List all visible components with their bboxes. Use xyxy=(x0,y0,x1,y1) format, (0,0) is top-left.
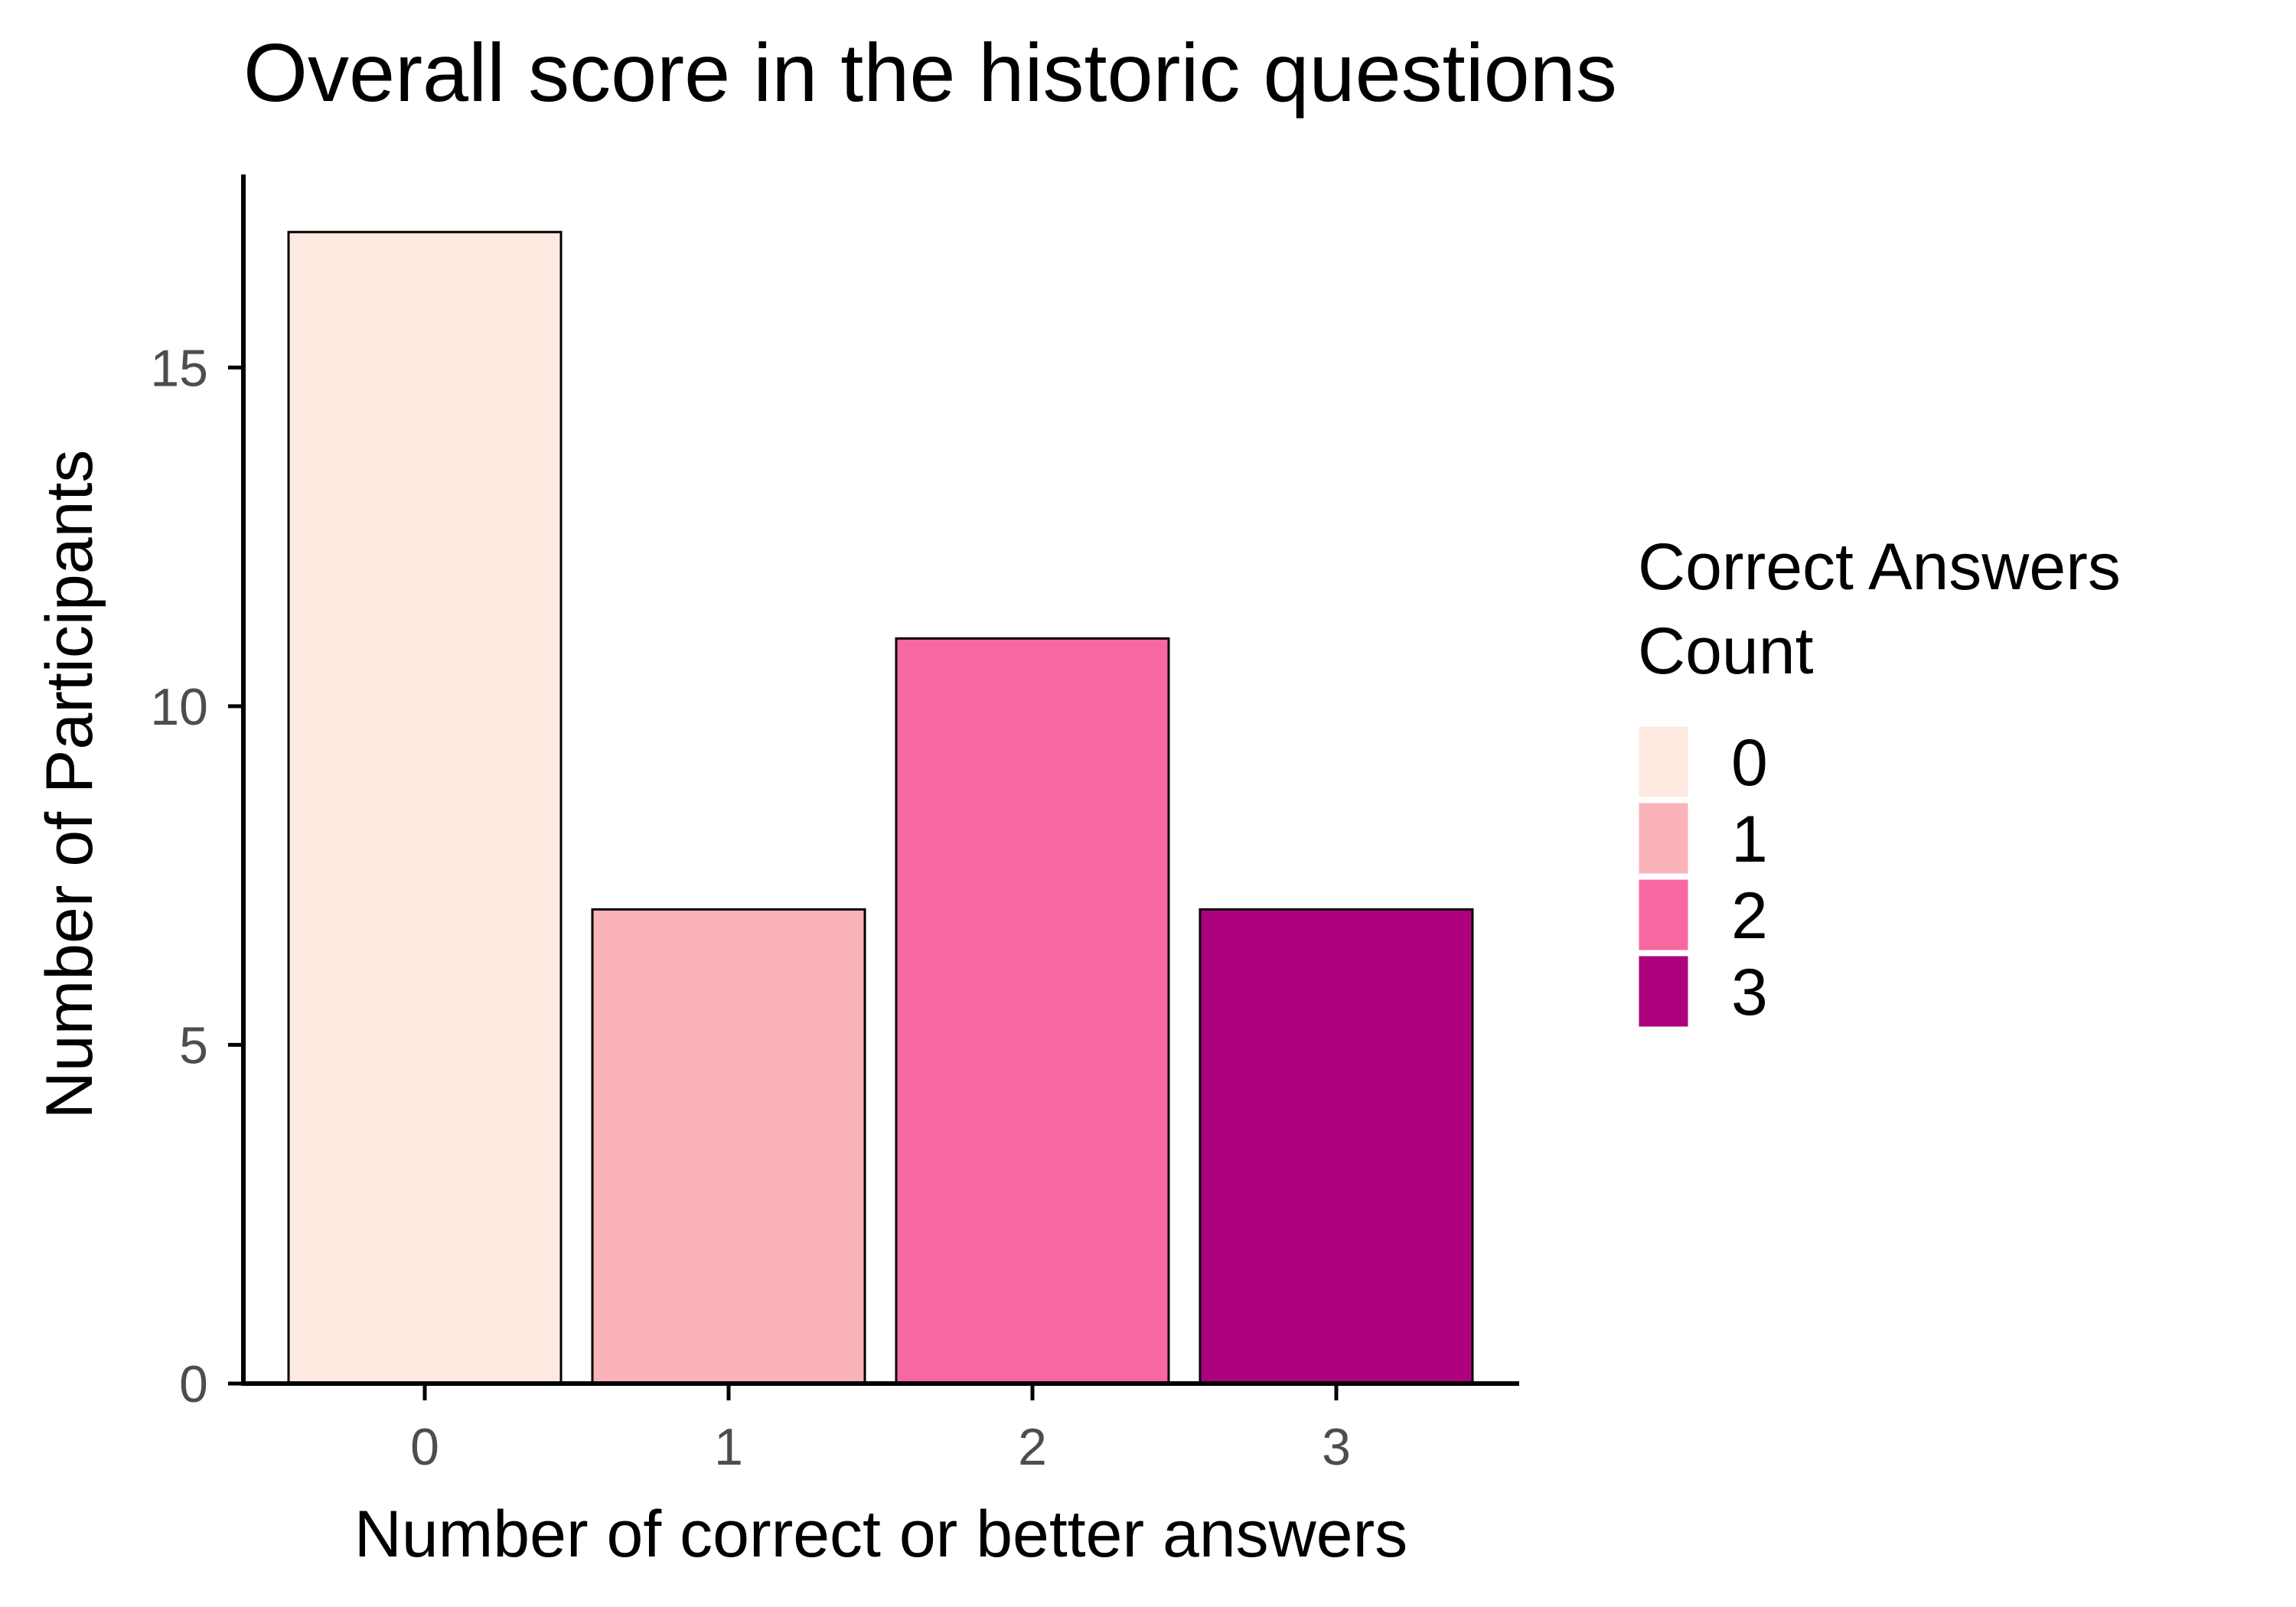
plot-area xyxy=(287,230,1474,1385)
x-tick-label: 3 xyxy=(1322,1418,1351,1476)
legend-title-line-2: Count xyxy=(1638,614,1814,688)
legend-label-0: 0 xyxy=(1731,726,1768,800)
y-axis-ticks: 0 5 10 15 xyxy=(150,339,243,1413)
legend-label-2: 2 xyxy=(1731,879,1768,953)
legend-swatch-2 xyxy=(1636,877,1691,953)
x-tick-label: 1 xyxy=(714,1418,743,1476)
legend-title-line-1: Correct Answers xyxy=(1638,530,2121,604)
x-tick-label: 0 xyxy=(410,1418,439,1476)
y-tick-label: 10 xyxy=(150,678,208,736)
x-tick-label: 2 xyxy=(1018,1418,1047,1476)
x-axis-title: Number of correct or better answers xyxy=(354,1498,1408,1571)
legend-swatch-1 xyxy=(1636,800,1691,876)
y-axis-title: Number of Participants xyxy=(33,450,106,1120)
legend-swatch-3 xyxy=(1636,953,1691,1029)
x-axis-ticks: 0 1 2 3 xyxy=(410,1384,1351,1476)
y-tick-label: 0 xyxy=(179,1355,208,1413)
bar-2 xyxy=(895,637,1170,1385)
y-tick-label: 15 xyxy=(150,339,208,397)
legend-label-1: 1 xyxy=(1731,803,1768,876)
chart-title: Overall score in the historic questions xyxy=(243,26,1617,119)
bar-1 xyxy=(591,908,866,1385)
legend-swatch-0 xyxy=(1636,724,1691,800)
legend-label-3: 3 xyxy=(1731,956,1768,1029)
y-tick-label: 5 xyxy=(179,1016,208,1074)
bar-0 xyxy=(287,230,563,1385)
bar-3 xyxy=(1199,908,1474,1385)
